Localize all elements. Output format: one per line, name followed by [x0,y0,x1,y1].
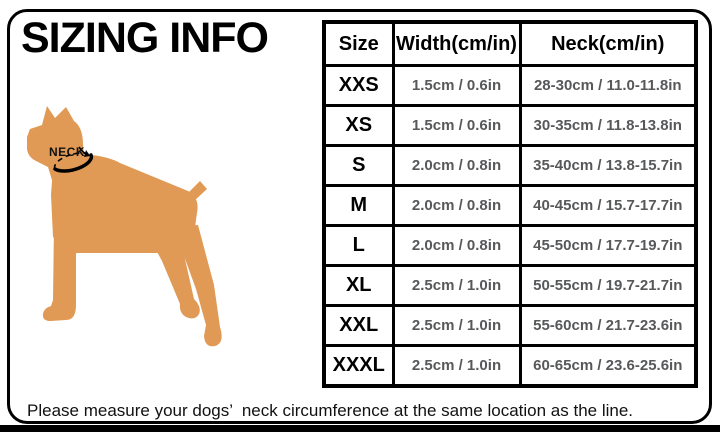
width-cell: 2.0cm / 0.8in [391,184,522,227]
neck-cell: 35-40cm / 13.8-15.7in [518,144,698,187]
table-row: M 2.0cm / 0.8in 40-45cm / 15.7-17.7in [322,184,698,227]
dog-front-leg [42,223,76,321]
bottom-divider-bar [0,425,720,432]
dog-hind-leg-near [148,235,200,319]
table-row: XXL 2.5cm / 1.0in 55-60cm / 21.7-23.6in [322,304,698,347]
dog-hind-leg-far [174,225,222,347]
neck-label: NECK [49,145,85,159]
neck-cell: 45-50cm / 17.7-19.7in [518,224,698,267]
neck-cell: 55-60cm / 21.7-23.6in [518,304,698,347]
page-title: SIZING INFO [21,14,269,62]
neck-cell: 60-65cm / 23.6-25.6in [518,344,698,388]
size-cell: XXXL [322,344,395,388]
sizing-table: Size Width(cm/in) Neck(cm/in) XXS 1.5cm … [322,20,698,388]
size-cell: XS [322,104,395,147]
width-cell: 2.0cm / 0.8in [391,224,522,267]
table-row: L 2.0cm / 0.8in 45-50cm / 17.7-19.7in [322,224,698,267]
size-cell: XXL [322,304,395,347]
table-row: XXS 1.5cm / 0.6in 28-30cm / 11.0-11.8in [322,64,698,107]
dog-silhouette [27,106,222,347]
neck-cell: 50-55cm / 19.7-21.7in [518,264,698,307]
size-cell: L [322,224,395,267]
header-size: Size [322,20,395,67]
width-cell: 1.5cm / 0.6in [391,104,522,147]
width-cell: 2.5cm / 1.0in [391,264,522,307]
width-cell: 2.0cm / 0.8in [391,144,522,187]
table-header-row: Size Width(cm/in) Neck(cm/in) [322,20,698,67]
width-cell: 2.5cm / 1.0in [391,304,522,347]
table-row: S 2.0cm / 0.8in 35-40cm / 13.8-15.7in [322,144,698,187]
size-cell: S [322,144,395,187]
measure-instruction: Please measure your dogs’ neck circumfer… [27,401,634,420]
dog-body [51,154,198,253]
rounded-border-frame [7,9,712,424]
dog-neck-diagram: NECK [27,106,222,347]
neck-cell: 40-45cm / 15.7-17.7in [518,184,698,227]
table-row: XL 2.5cm / 1.0in 50-55cm / 19.7-21.7in [322,264,698,307]
header-neck: Neck(cm/in) [518,20,698,67]
table-row: XS 1.5cm / 0.6in 30-35cm / 11.8-13.8in [322,104,698,147]
collar-line-solid [53,153,94,173]
size-cell: M [322,184,395,227]
size-cell: XXS [322,64,395,107]
neck-cell: 30-35cm / 11.8-13.8in [518,104,698,147]
dog-tail [186,181,207,201]
width-cell: 2.5cm / 1.0in [391,344,522,388]
neck-cell: 28-30cm / 11.0-11.8in [518,64,698,107]
neck-label-arrowhead [84,150,90,157]
size-cell: XL [322,264,395,307]
header-width: Width(cm/in) [391,20,522,67]
table-row: XXXL 2.5cm / 1.0in 60-65cm / 23.6-25.6in [322,344,698,388]
width-cell: 1.5cm / 0.6in [391,64,522,107]
